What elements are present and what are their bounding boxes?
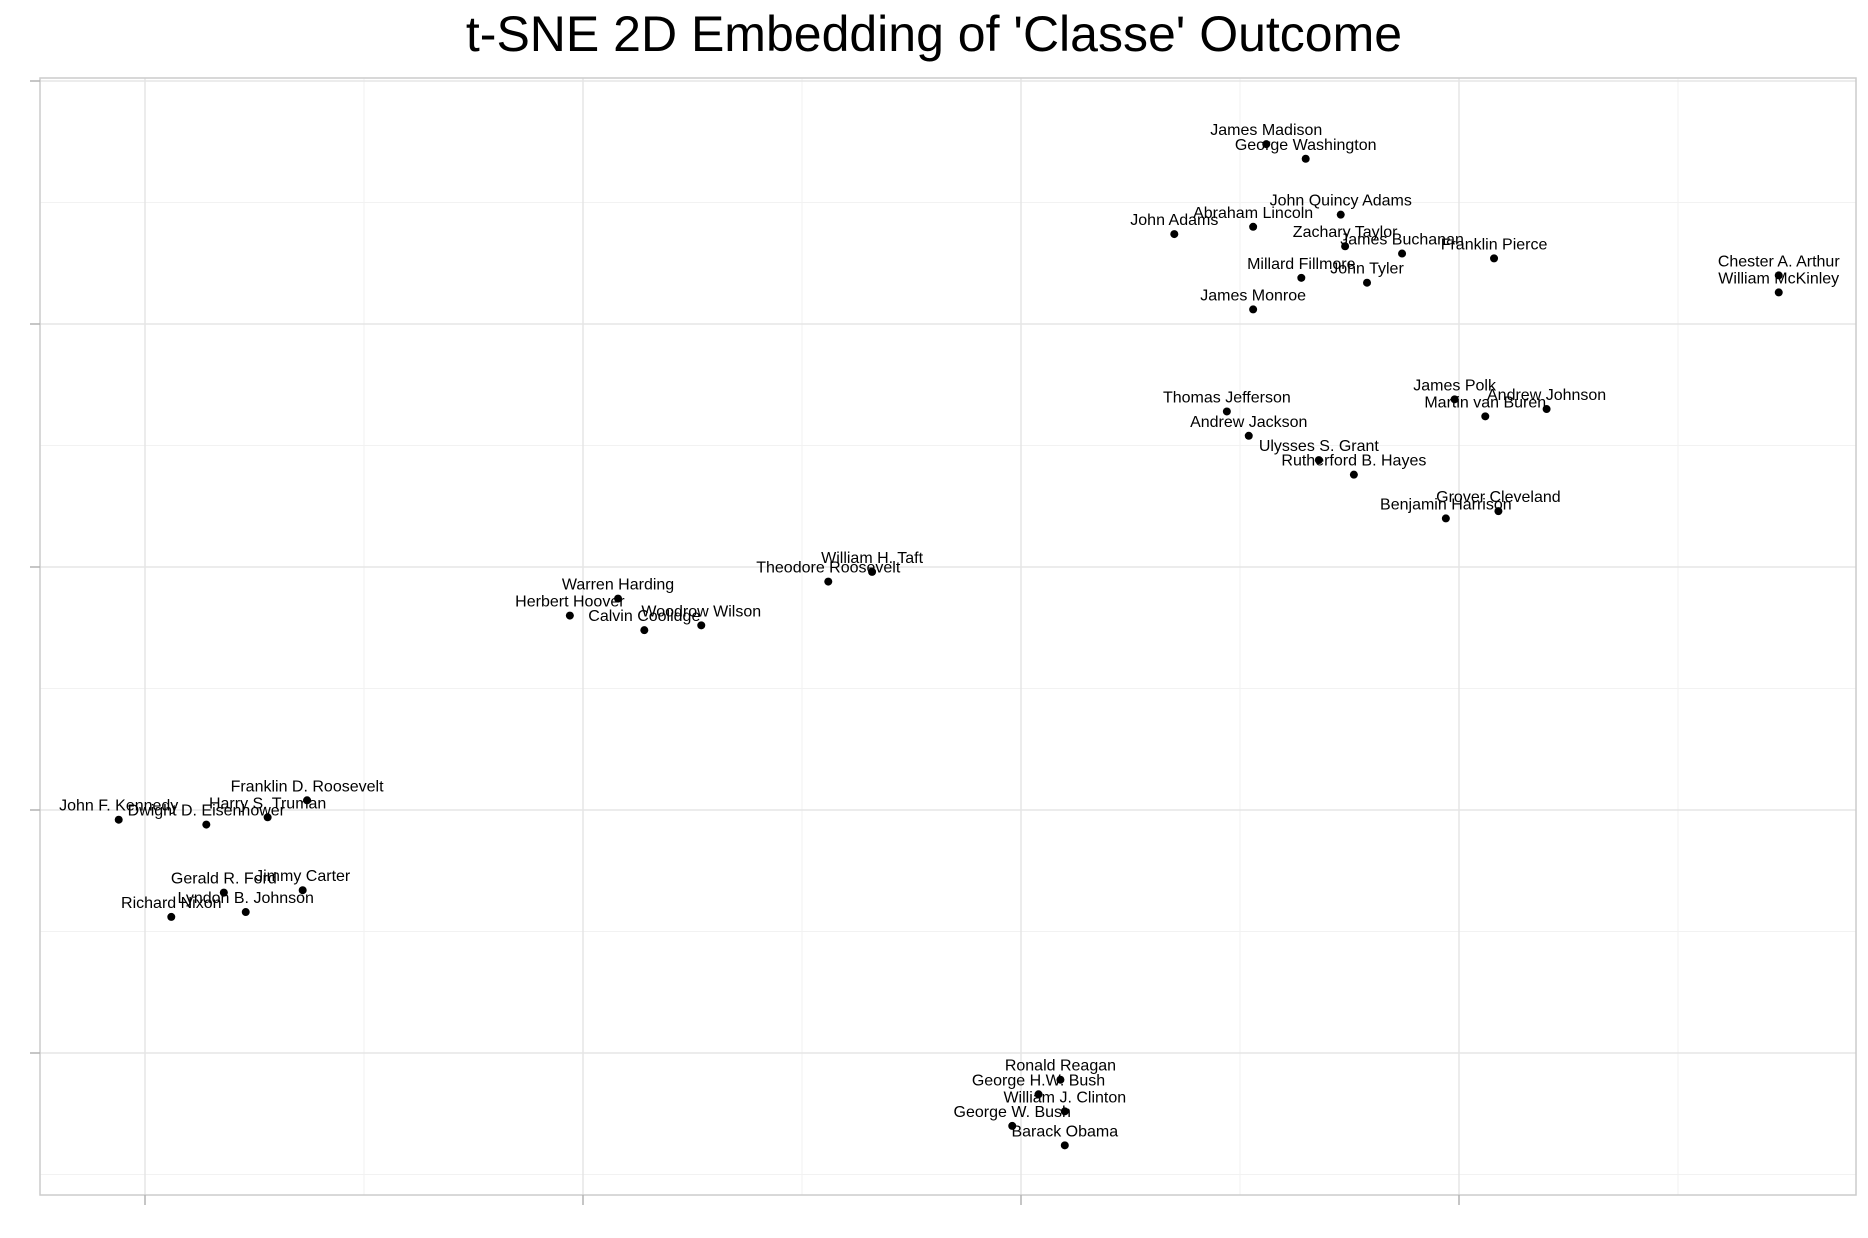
data-point [614, 594, 623, 603]
data-point-label: Thomas Jefferson [1163, 389, 1291, 406]
data-point [1301, 154, 1310, 163]
data-point [565, 611, 574, 620]
data-point [1441, 514, 1450, 523]
data-point [1481, 412, 1490, 421]
data-point-label: Theodore Roosevelt [756, 560, 901, 577]
data-point [219, 888, 228, 897]
data-point-label: Franklin D. Roosevelt [231, 778, 385, 795]
data-point-label: George W. Bush [954, 1104, 1071, 1121]
data-point-label: Woodrow Wilson [641, 603, 761, 620]
data-point-label: James Polk [1413, 377, 1497, 394]
grid-lines [40, 78, 1856, 1195]
data-point [1060, 1107, 1069, 1116]
data-point [1494, 507, 1503, 516]
data-point [1349, 470, 1358, 479]
data-point [114, 815, 123, 824]
data-point-label: John Adams [1130, 212, 1218, 229]
data-point [824, 577, 833, 586]
data-point [263, 813, 272, 822]
axis-ticks [30, 80, 1460, 1205]
data-point-label: George Washington [1235, 137, 1377, 154]
data-point [1244, 431, 1253, 440]
data-point-label: John F. Kennedy [59, 798, 178, 815]
data-point [1341, 242, 1350, 251]
data-point-label: Martin van Buren [1424, 394, 1546, 411]
data-point-label: James Monroe [1200, 287, 1306, 304]
data-point-label: Ulysses S. Grant [1259, 438, 1380, 455]
data-point [167, 912, 176, 921]
data-point-label: Grover Cleveland [1436, 489, 1561, 506]
data-point [298, 886, 307, 895]
data-point-label: Franklin Pierce [1441, 236, 1548, 253]
data-point-label: William J. Clinton [1003, 1089, 1126, 1106]
data-point [1034, 1090, 1043, 1099]
data-point-label: Herbert Hoover [515, 594, 625, 611]
data-point [640, 626, 649, 635]
data-point-label: Millard Fillmore [1247, 256, 1356, 273]
data-point-label: Chester A. Arthur [1718, 253, 1841, 270]
data-point-label: George H.W. Bush [972, 1072, 1105, 1089]
data-point [1774, 271, 1783, 280]
data-point-label: Harry S. Truman [209, 795, 326, 812]
plot-panel-border [39, 77, 1857, 1196]
data-points [114, 140, 1783, 1150]
data-point-label: James Buchanan [1340, 232, 1464, 249]
data-point [1008, 1121, 1017, 1130]
data-point-label: Richard Nixon [121, 895, 221, 912]
data-point [241, 908, 250, 917]
data-point [1222, 407, 1231, 416]
data-point [1262, 140, 1271, 149]
data-point [1774, 288, 1783, 297]
data-point [1170, 230, 1179, 239]
data-point-label: Andrew Jackson [1190, 414, 1307, 431]
data-point [1398, 249, 1407, 258]
data-point [1314, 456, 1323, 465]
chart-title: t-SNE 2D Embedding of 'Classe' Outcome [465, 6, 1403, 62]
data-point [1249, 305, 1258, 314]
data-point [1249, 222, 1258, 231]
data-point [1450, 395, 1459, 404]
data-point-label: Ronald Reagan [1005, 1058, 1116, 1075]
data-point-label: William H. Taft [821, 550, 923, 567]
data-point [1542, 405, 1551, 414]
data-point [868, 567, 877, 576]
data-point [1336, 210, 1345, 219]
data-point-label: Rutherford B. Hayes [1281, 453, 1426, 470]
data-point [1490, 254, 1499, 263]
data-point-label: John Quincy Adams [1270, 193, 1412, 210]
data-point-label: John Tyler [1330, 261, 1404, 278]
data-point-label: James Madison [1210, 122, 1322, 139]
data-point [202, 820, 211, 829]
data-point [697, 621, 706, 630]
data-point-label: Warren Harding [562, 577, 674, 594]
data-point-label: Zachary Taylor [1293, 224, 1398, 241]
data-point-label: Gerald R. Ford [171, 871, 277, 888]
data-point [303, 796, 312, 805]
data-point-label: Abraham Lincoln [1193, 205, 1313, 222]
data-point [1363, 278, 1372, 287]
data-point-label: Barack Obama [1011, 1123, 1118, 1140]
data-point [1056, 1075, 1065, 1084]
data-point-label: Lyndon B. Johnson [178, 890, 314, 907]
data-point [1297, 273, 1306, 282]
data-point [1060, 1141, 1069, 1150]
data-point-label: Jimmy Carter [255, 868, 351, 885]
data-point-label: Andrew Johnson [1487, 387, 1606, 404]
data-point-label: Dwight D. Eisenhower [128, 803, 286, 820]
data-point-label: Calvin Coolidge [588, 608, 700, 625]
data-point-label: Benjamin Harrison [1380, 496, 1512, 513]
